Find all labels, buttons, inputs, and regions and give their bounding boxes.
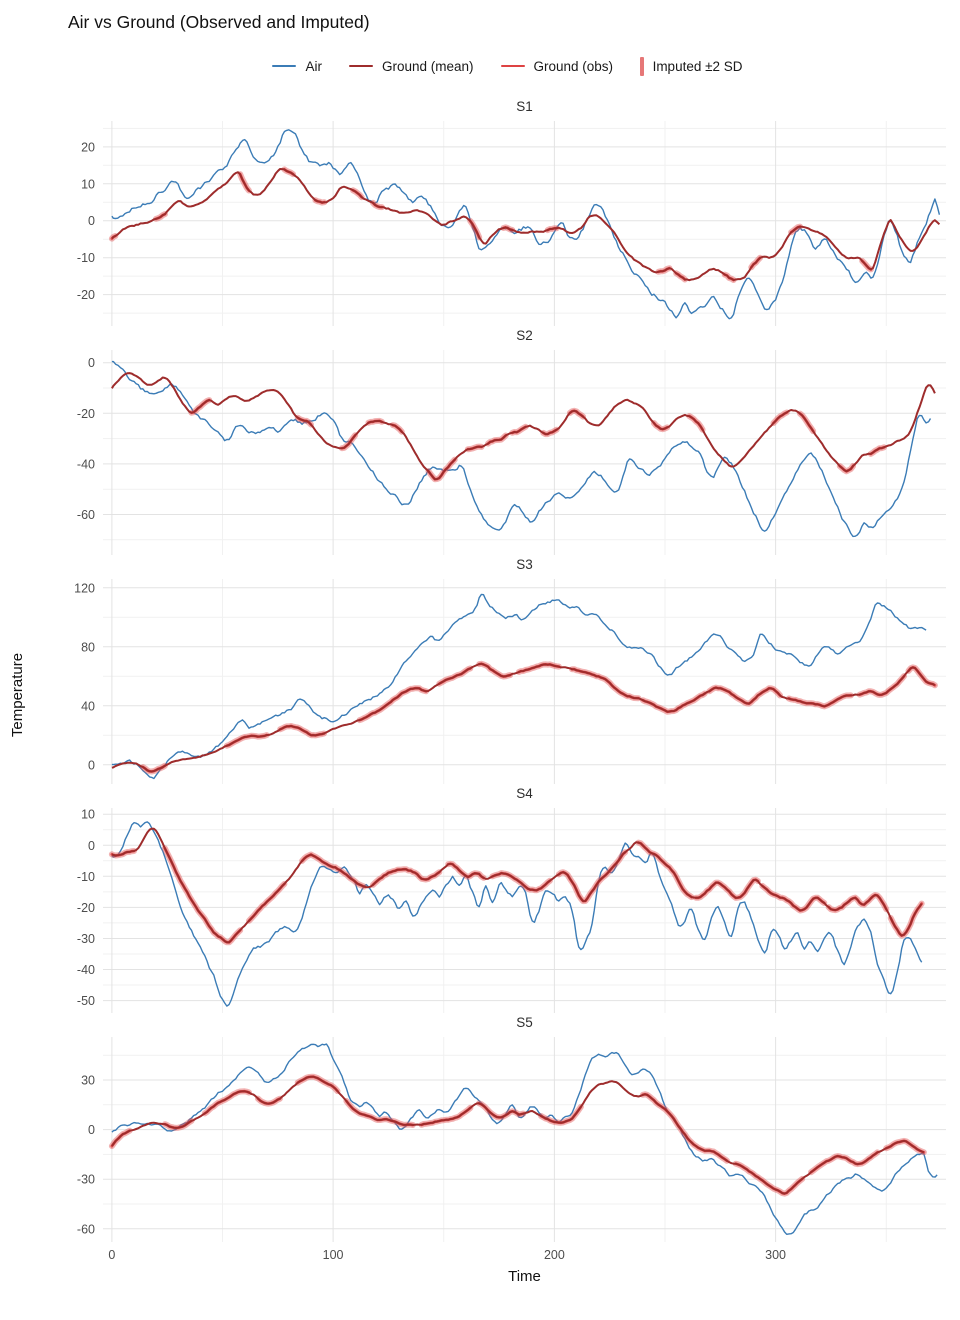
y-tick-label: 0 [88,839,95,853]
chart-title: Air vs Ground (Observed and Imputed) [68,12,370,32]
y-tick-label: -10 [77,870,95,884]
y-tick-label: -20 [77,407,95,421]
y-tick-label: 0 [88,214,95,228]
y-axis-title: Temperature [9,652,26,738]
y-tick-label: -40 [77,457,95,471]
ground-mean-line [111,662,936,773]
y-tick-label: -10 [77,251,95,265]
imputed-band [108,166,874,283]
x-tick-label: 200 [544,1248,565,1262]
facet-S3: S3 120 80 40 0 [0,555,960,784]
legend-label: Air [305,58,322,74]
grid-minor [103,808,946,1013]
air-line [111,821,923,1007]
ground-mean-line-swatch-icon [348,64,373,68]
facet-strip-label: S4 [516,786,533,801]
grid-major [103,121,946,326]
air-line [111,1043,938,1235]
facet-S2: S2 0 -20 -40 -60 [0,326,960,555]
facet-S1: S1 20 10 0 -10 -20 [0,97,960,326]
facet-panel-S5: 300-30-600 100 200 300 [77,1037,946,1262]
y-tick-label: -20 [77,288,95,302]
ground-obs-line [110,841,924,944]
legend: Air Ground (mean) Ground (obs) Imputed ±… [0,53,960,79]
imputed-band [188,397,887,483]
facet-panel-S1: 20 10 0 -10 -20 [77,121,946,326]
y-tick-label: 0 [88,356,95,370]
ground-obs-line [190,398,886,481]
y-tick-label: 0 [88,1123,95,1137]
ground-mean-line [111,1075,925,1195]
y-tick-label: 20 [81,140,95,154]
air-line [111,360,932,538]
facet-panel-S3: 120 80 40 0 [74,579,946,784]
x-axis-title: Time [508,1268,541,1285]
imputed-band [140,660,938,775]
legend-label: Imputed ±2 SD [652,58,743,74]
legend-item-imputed: Imputed ±2 SD [640,56,743,76]
y-tick-label: -50 [77,994,95,1008]
grid-major [103,1037,946,1242]
grid-major [103,350,946,555]
facet-S4: S4 10 0 -10 -20 -30 -40 -50 [0,784,960,1013]
ground-mean-line [111,168,941,282]
y-tick-label: 40 [81,699,95,713]
facet-grid: S1 20 10 0 -10 -20 S2 0 -20 -40 -60 S3 120 80 40 0 S4 10 0… [0,97,960,1266]
grid-minor [103,350,946,555]
legend-item-ground-mean: Ground (mean) [348,58,474,74]
facet-panel-S4: 10 0 -10 -20 -30 -40 -50 [77,808,946,1013]
facet-strip-label: S2 [516,328,533,343]
grid-minor [103,121,946,326]
facet-S5: S5 30 0 -30 -60 0 100 200 300 [0,1013,960,1266]
legend-item-air: Air [272,59,322,74]
legend-item-ground-obs: Ground (obs) [500,58,614,74]
y-tick-label: 0 [88,758,95,772]
imputed-errorbar-swatch-icon [640,56,644,76]
y-tick-label: -60 [77,508,95,522]
ground-mean-line [111,827,923,944]
y-tick-label: 80 [81,640,95,654]
legend-label: Ground (mean) [381,58,474,74]
grid-major [103,579,946,784]
air-line-swatch-icon [272,64,297,68]
legend-label: Ground (obs) [533,58,614,74]
x-tick-label: 300 [765,1248,786,1262]
imputed-band [108,839,925,946]
grid-major [103,808,946,1013]
grid-minor [103,1037,946,1242]
y-tick-label: 30 [81,1074,95,1088]
y-tick-label: -30 [77,932,95,946]
y-tick-label: -40 [77,963,95,977]
air-line [111,593,927,780]
y-tick-label: 120 [74,581,95,595]
facet-strip-label: S5 [516,1015,533,1030]
x-tick-label: 0 [108,1248,115,1262]
x-tick-label: 100 [323,1248,344,1262]
y-tick-label: -20 [77,901,95,915]
air-line [111,129,941,320]
facet-panel-S2: 0 -20 -40 -60 [77,350,946,555]
ground-obs-line [141,662,937,773]
grid-minor [103,579,946,784]
y-tick-label: -30 [77,1173,95,1187]
y-tick-label: -60 [77,1222,95,1236]
facet-strip-label: S1 [516,99,533,114]
ground-obs-line-swatch-icon [500,64,525,68]
y-tick-label: 10 [81,808,95,822]
facet-strip-label: S3 [516,557,533,572]
y-tick-label: 10 [81,177,95,191]
ground-mean-line [111,372,936,481]
